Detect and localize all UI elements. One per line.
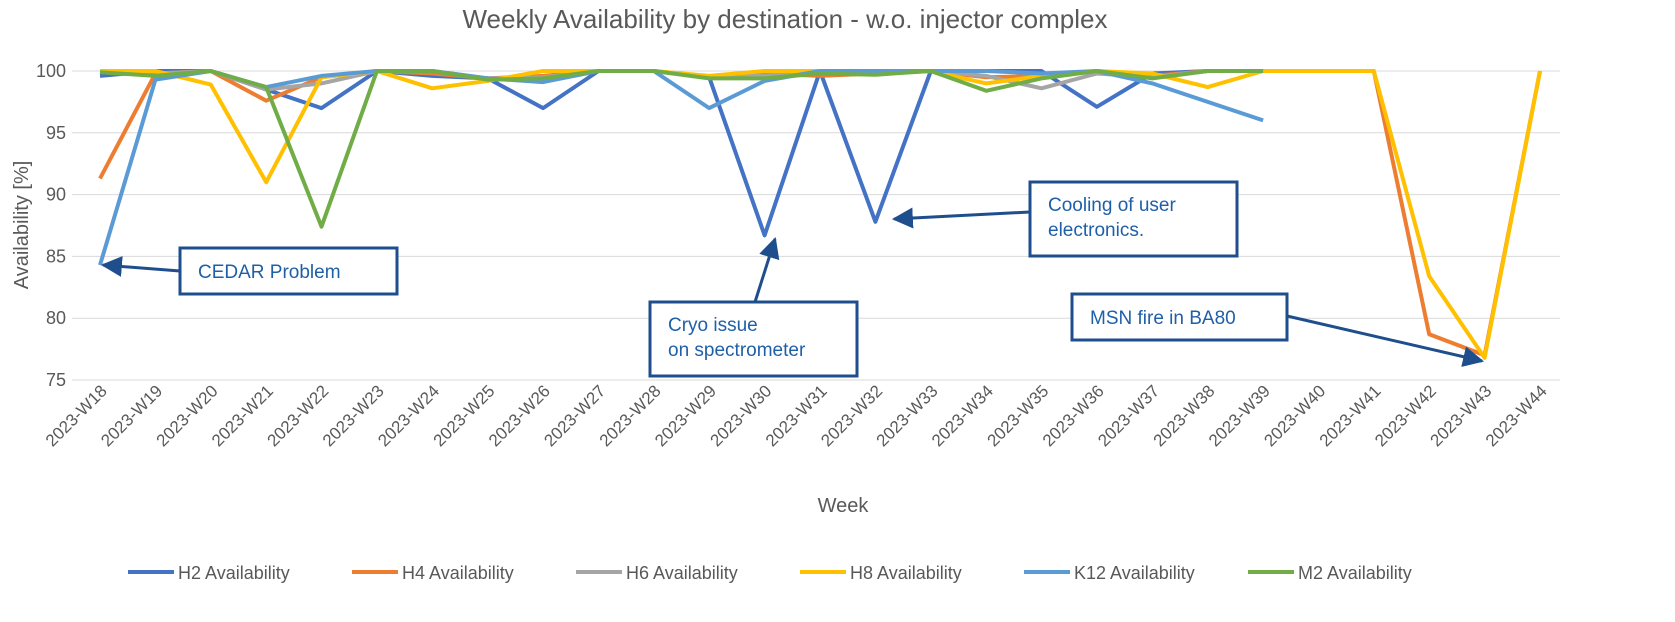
y-tick-label: 80 — [46, 308, 66, 328]
annotation-box — [1028, 180, 1239, 258]
series-line — [99, 69, 1264, 229]
annotation-text: CEDAR Problem — [198, 262, 341, 283]
y-tick-label: 85 — [46, 246, 66, 266]
y-tick-label: 100 — [36, 61, 66, 81]
annotation-arrow — [1286, 314, 1485, 367]
legend-label: K12 Availability — [1074, 563, 1195, 583]
annotation-text: on spectrometer — [668, 340, 806, 361]
legend-label: H8 Availability — [850, 563, 962, 583]
annotation-arrow — [753, 236, 780, 303]
annotation-text: Cooling of user — [1048, 195, 1176, 216]
y-tick-label: 95 — [46, 123, 66, 143]
legend-label: H4 Availability — [402, 563, 514, 583]
x-axis-title: Week — [818, 495, 870, 517]
annotation-box — [648, 300, 859, 378]
legend-label: M2 Availability — [1298, 563, 1412, 583]
legend-label: H6 Availability — [626, 563, 738, 583]
annotation-box — [1070, 292, 1289, 342]
series-line — [98, 69, 1264, 266]
legend-label: H2 Availability — [178, 563, 290, 583]
annotation-text: MSN fire in BA80 — [1090, 308, 1236, 329]
annotation-text: electronics. — [1048, 220, 1144, 241]
annotation-box — [178, 246, 399, 296]
y-tick-label: 90 — [46, 185, 66, 205]
y-tick-label: 75 — [46, 370, 66, 390]
annotation-arrow — [100, 256, 181, 277]
y-axis-title: Availability [%] — [11, 161, 33, 290]
annotation-text: Cryo issue — [668, 315, 758, 336]
chart-title: Weekly Availability by destination - w.o… — [462, 4, 1107, 34]
annotation-arrow — [891, 207, 1031, 229]
